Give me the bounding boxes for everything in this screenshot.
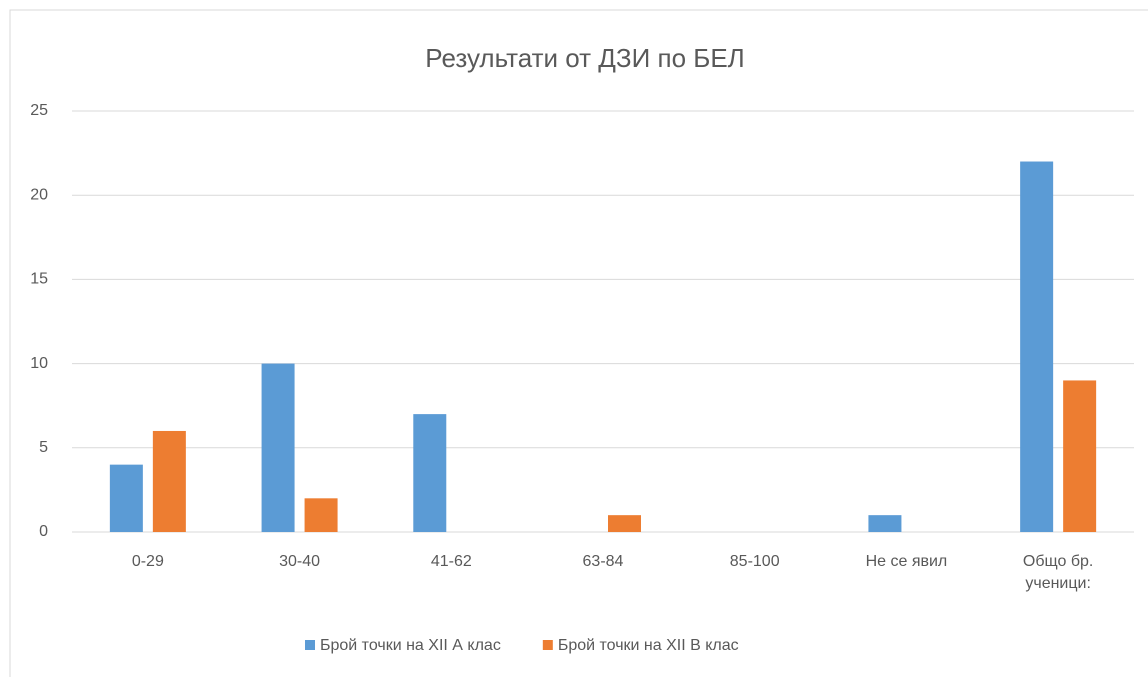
x-tick-label: 85-100 [729,553,780,570]
x-tick-label: 41-62 [430,553,472,570]
x-tick-label: Не се явил [865,553,948,570]
x-tick-label: 0-29 [131,553,164,570]
x-tick-label: 30-40 [279,553,321,570]
legend-swatch [305,640,315,650]
legend-swatch [542,640,553,650]
y-tick-label: 20 [30,186,48,203]
bar [109,464,143,532]
bar [608,515,641,532]
y-tick-label: 25 [30,102,48,119]
bar [1063,380,1097,532]
bar [868,515,902,532]
y-tick-label: 10 [30,355,48,372]
x-tick-label: Общо бр. ученици: [1022,553,1094,592]
bar [152,430,186,532]
bar [261,363,295,532]
y-tick-label: 0 [39,523,48,540]
x-tick-label: 63-84 [582,553,624,570]
legend-label: Брой точки на XII А клас [320,637,501,654]
y-tick-label: 15 [30,271,48,288]
bar [413,414,447,532]
chart-title: Результати от ДЗИ по БЕЛ [425,43,744,73]
legend-label: Брой точки на XII В клас [558,637,739,654]
chart-border [9,9,1148,677]
y-tick-label: 5 [39,439,48,456]
bar [304,498,338,532]
bar [1020,161,1054,532]
